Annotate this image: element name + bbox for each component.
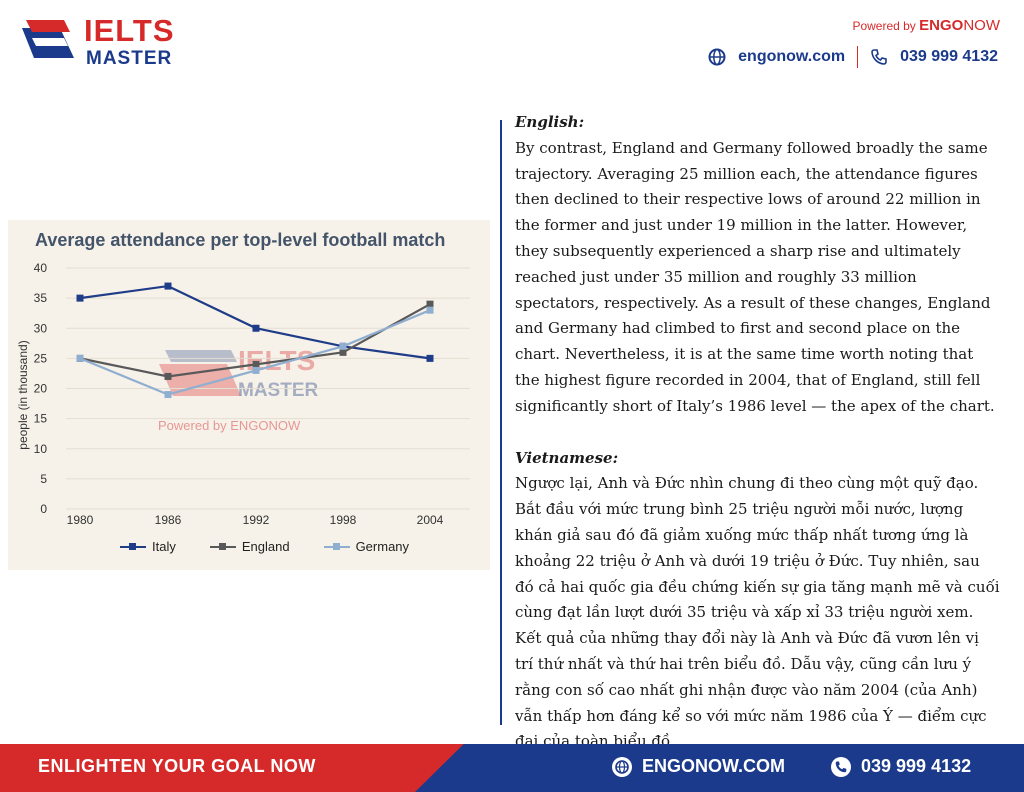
legend-item-germany: Germany [323,539,410,554]
chart-legend: Italy England Germany [120,539,409,554]
powered-prefix: Powered by [852,19,920,33]
legend-label: Italy [152,539,176,554]
english-label: English: [515,113,585,131]
text-column: English: By contrast, England and German… [515,110,1000,755]
footer-contact-bar [415,744,1024,792]
english-paragraph: By contrast, England and Germany followe… [515,138,995,415]
watermark-powered: Powered by ENGONOW [158,418,300,433]
footer-website-link[interactable]: ENGONOW.COM [642,756,785,776]
legend-label: England [241,539,290,554]
header-phone[interactable]: 039 999 4132 [900,48,998,65]
phone-icon [831,756,851,777]
column-divider [500,120,502,725]
footer-tagline: ENLIGHTEN YOUR GOAL NOW [38,756,316,776]
powered-by: Powered by ENGONOW [852,18,1000,34]
globe-icon [612,756,632,777]
footer-phone[interactable]: 039 999 4132 [861,756,972,776]
legend-item-italy: Italy [120,539,176,554]
powered-brand-a: ENGO [919,17,964,34]
header-contact: engonow.com 039 999 4132 [708,46,998,68]
powered-brand-b: NOW [963,17,1000,34]
logo-subtitle: MASTER [86,48,173,69]
ielts-master-logo-mark [22,20,74,58]
globe-icon [708,48,726,66]
watermark-powered-prefix: Powered by [158,418,231,433]
y-axis-label-text: people (in thousand) [16,340,30,450]
vietnamese-label: Vietnamese: [515,448,619,467]
y-axis-label: people (in thousand) [10,305,36,485]
footer-contact: ENGONOW.COM 039 999 4132 [612,756,971,777]
legend-item-england: England [209,539,290,554]
legend-swatch [209,541,236,553]
phone-icon [870,48,888,66]
legend-swatch [323,541,350,553]
legend-label: Germany [355,539,410,554]
logo-title: IELTS [84,13,175,48]
watermark-powered-brand: ENGONOW [230,418,301,433]
watermark-subtitle: MASTER [238,380,319,401]
header-separator [857,46,859,68]
legend-swatch [120,541,146,553]
header-website-link[interactable]: engonow.com [738,48,846,65]
watermark-title: IELTS [238,345,316,376]
vietnamese-paragraph: Ngược lại, Anh và Đức nhìn chung đi theo… [515,474,1000,751]
chart-title: Average attendance per top-level footbal… [35,230,446,250]
